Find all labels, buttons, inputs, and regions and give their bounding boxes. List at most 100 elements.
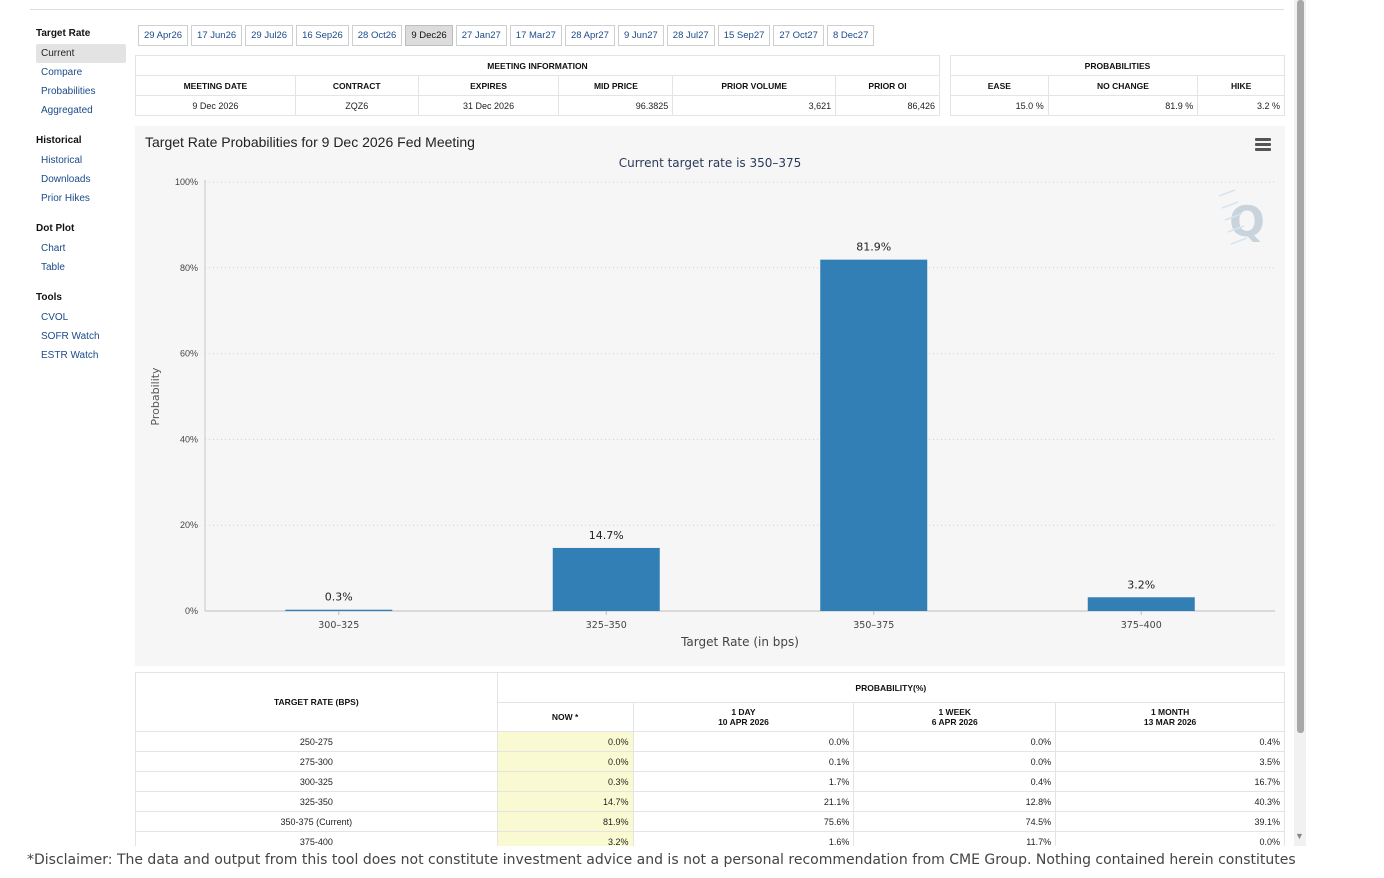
table-cell-week: 11.7% [853, 831, 1057, 846]
sidebar-item-current[interactable]: Current [36, 44, 126, 63]
meeting-information-title: MEETING INFORMATION [135, 55, 940, 76]
scroll-down-arrow-icon[interactable]: ▼ [1295, 831, 1304, 841]
table-cell-month: 40.3% [1055, 791, 1285, 812]
table-cell-rate: 375-400 [135, 831, 498, 846]
date-tab[interactable]: 29 Jul26 [245, 25, 294, 46]
watermark-stroke [1227, 225, 1245, 233]
table-cell-week: 12.8% [853, 791, 1057, 812]
sidebar-item-sofr-watch[interactable]: SOFR Watch [41, 331, 100, 342]
date-tab[interactable]: 17 Mar27 [509, 25, 562, 46]
date-tab[interactable]: 28 Oct26 [351, 25, 403, 46]
sidebar-item-table[interactable]: Table [41, 262, 65, 273]
table-cell-week: 0.4% [853, 771, 1057, 792]
date-tab[interactable]: 17 Jun26 [191, 25, 243, 46]
probability-history-table-container: TARGET RATE (BPS) PROBABILITY(%) NOW * 1… [135, 672, 1285, 846]
table-cell-rate: 275-300 [135, 751, 498, 772]
sidebar-section: Target Rate Current Compare Probabilities Ag… [30, 22, 130, 120]
table-cell-now: 81.9% [496, 811, 634, 832]
ease-value: 15.0 % [950, 95, 1049, 116]
quikstrike-q-logo: Q [1229, 197, 1265, 246]
mid-price-value: 96.3825 [558, 95, 674, 116]
chart-bar [285, 609, 393, 611]
no-change-header: NO CHANGE [1047, 75, 1199, 96]
one-month-header: 1 MONTH 13 MAR 2026 [1055, 702, 1285, 732]
y-tick-label: 60% [180, 349, 198, 359]
date-tab[interactable]: 29 Apr26 [138, 25, 189, 46]
probabilities-table: PROBABILITIES EASE NO CHANGE HIKE 15.0 %… [950, 55, 1285, 116]
table-row: 375-400 3.2% 1.6% 11.7% 0.0% [135, 831, 1285, 846]
sidebar-item-downloads[interactable]: Downloads [41, 174, 91, 185]
table-cell-rate: 250-275 [135, 731, 498, 752]
date-tab[interactable]: 16 Sep26 [296, 25, 349, 46]
target-rate-header: TARGET RATE (BPS) [135, 672, 498, 732]
sidebar-item-chart[interactable]: Chart [41, 243, 66, 254]
contract-value: ZQZ6 [294, 95, 419, 116]
prior-volume-value: 3,621 [672, 95, 837, 116]
table-cell-rate: 300-325 [135, 771, 498, 792]
probability-chart: Target Rate Probabilities for 9 Dec 2026… [135, 126, 1285, 666]
sidebar-item-estr-watch[interactable]: ESTR Watch [41, 350, 99, 361]
y-tick-label: 20% [180, 520, 198, 530]
table-cell-now: 0.0% [496, 751, 634, 772]
meeting-date-tabs: 29 Apr26 17 Jun26 29 Jul26 16 Sep26 28 Oct26… [138, 25, 875, 46]
table-cell-month: 16.7% [1055, 771, 1285, 792]
table-cell-month: 0.4% [1055, 731, 1285, 752]
y-tick-label: 80% [180, 263, 198, 273]
contract-header: CONTRACT [294, 75, 419, 96]
x-tick-label: 350–375 [853, 620, 894, 631]
table-cell-day: 1.7% [632, 771, 855, 792]
scrollbar-thumb[interactable] [1297, 0, 1304, 733]
table-cell-week: 0.0% [853, 731, 1057, 752]
sidebar-section: Historical Historical Downloads Prior Hikes [30, 129, 130, 208]
one-day-header: 1 DAY 10 APR 2026 [632, 702, 855, 732]
sidebar-section-heading: Target Rate [36, 28, 91, 39]
y-axis-title: Probability [149, 367, 162, 426]
watermark-stroke [1224, 213, 1242, 221]
watermark-stroke [1221, 201, 1239, 209]
sidebar-item-compare[interactable]: Compare [41, 67, 83, 78]
mid-price-header: MID PRICE [558, 75, 674, 96]
hamburger-menu-icon[interactable] [1255, 138, 1271, 152]
prior-oi-value: 86,426 [835, 95, 940, 116]
table-cell-now: 0.0% [496, 731, 634, 752]
table-cell-day: 1.6% [632, 831, 855, 846]
x-tick-label: 300–325 [318, 620, 359, 631]
table-cell-rate: 350-375 (Current) [135, 811, 498, 832]
date-tab[interactable]: 28 Jul27 [666, 25, 715, 46]
prior-volume-header: PRIOR VOLUME [672, 75, 837, 96]
table-row: 300-325 0.3% 1.7% 0.4% 16.7% [135, 771, 1285, 792]
bar-data-label: 0.3% [325, 591, 353, 604]
meeting-information-table: MEETING INFORMATION MEETING DATE CONTRAC… [135, 55, 940, 116]
table-cell-now: 14.7% [496, 791, 634, 812]
sidebar-section-heading: Tools [36, 292, 62, 303]
chart-subtitle: Current target rate is 350–375 [618, 156, 802, 170]
date-tab[interactable]: 15 Sep27 [717, 25, 771, 46]
now-header: NOW * [496, 702, 634, 732]
table-row: 325-350 14.7% 21.1% 12.8% 40.3% [135, 791, 1285, 812]
top-divider [30, 9, 1284, 10]
sidebar-item-cvol[interactable]: CVOL [41, 312, 69, 323]
sidebar-item-prior-hikes[interactable]: Prior Hikes [41, 193, 90, 204]
y-tick-label: 40% [180, 434, 198, 444]
one-week-header: 1 WEEK 6 APR 2026 [853, 702, 1057, 732]
date-tab[interactable]: 27 Jan27 [455, 25, 507, 46]
sidebar-section: Tools CVOL SOFR Watch ESTR Watch [30, 286, 130, 365]
date-tab[interactable]: 27 Oct27 [773, 25, 824, 46]
chart-bar [820, 259, 928, 611]
date-tab[interactable]: 28 Apr27 [564, 25, 615, 46]
date-tab[interactable]: 9 Dec26 [405, 25, 453, 46]
date-tab[interactable]: 9 Jun27 [617, 25, 664, 46]
sidebar-item-aggregated[interactable]: Aggregated [41, 105, 93, 116]
hike-header: HIKE [1197, 75, 1285, 96]
date-tab[interactable]: 8 Dec27 [826, 25, 875, 46]
sidebar-section: Dot Plot Chart Table [30, 217, 130, 277]
disclaimer-text: *Disclaimer: The data and output from th… [27, 852, 1296, 868]
chart-bar [1087, 597, 1195, 611]
bar-data-label: 14.7% [589, 529, 624, 542]
table-cell-day: 21.1% [632, 791, 855, 812]
table-cell-month: 3.5% [1055, 751, 1285, 772]
sidebar-item-probabilities[interactable]: Probabilities [41, 86, 96, 97]
sidebar-section-heading: Dot Plot [36, 223, 75, 234]
sidebar-item-historical[interactable]: Historical [41, 155, 83, 166]
ease-header: EASE [950, 75, 1049, 96]
